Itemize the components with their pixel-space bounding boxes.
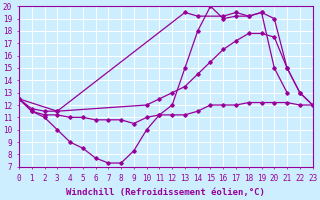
X-axis label: Windchill (Refroidissement éolien,°C): Windchill (Refroidissement éolien,°C)	[66, 188, 265, 197]
